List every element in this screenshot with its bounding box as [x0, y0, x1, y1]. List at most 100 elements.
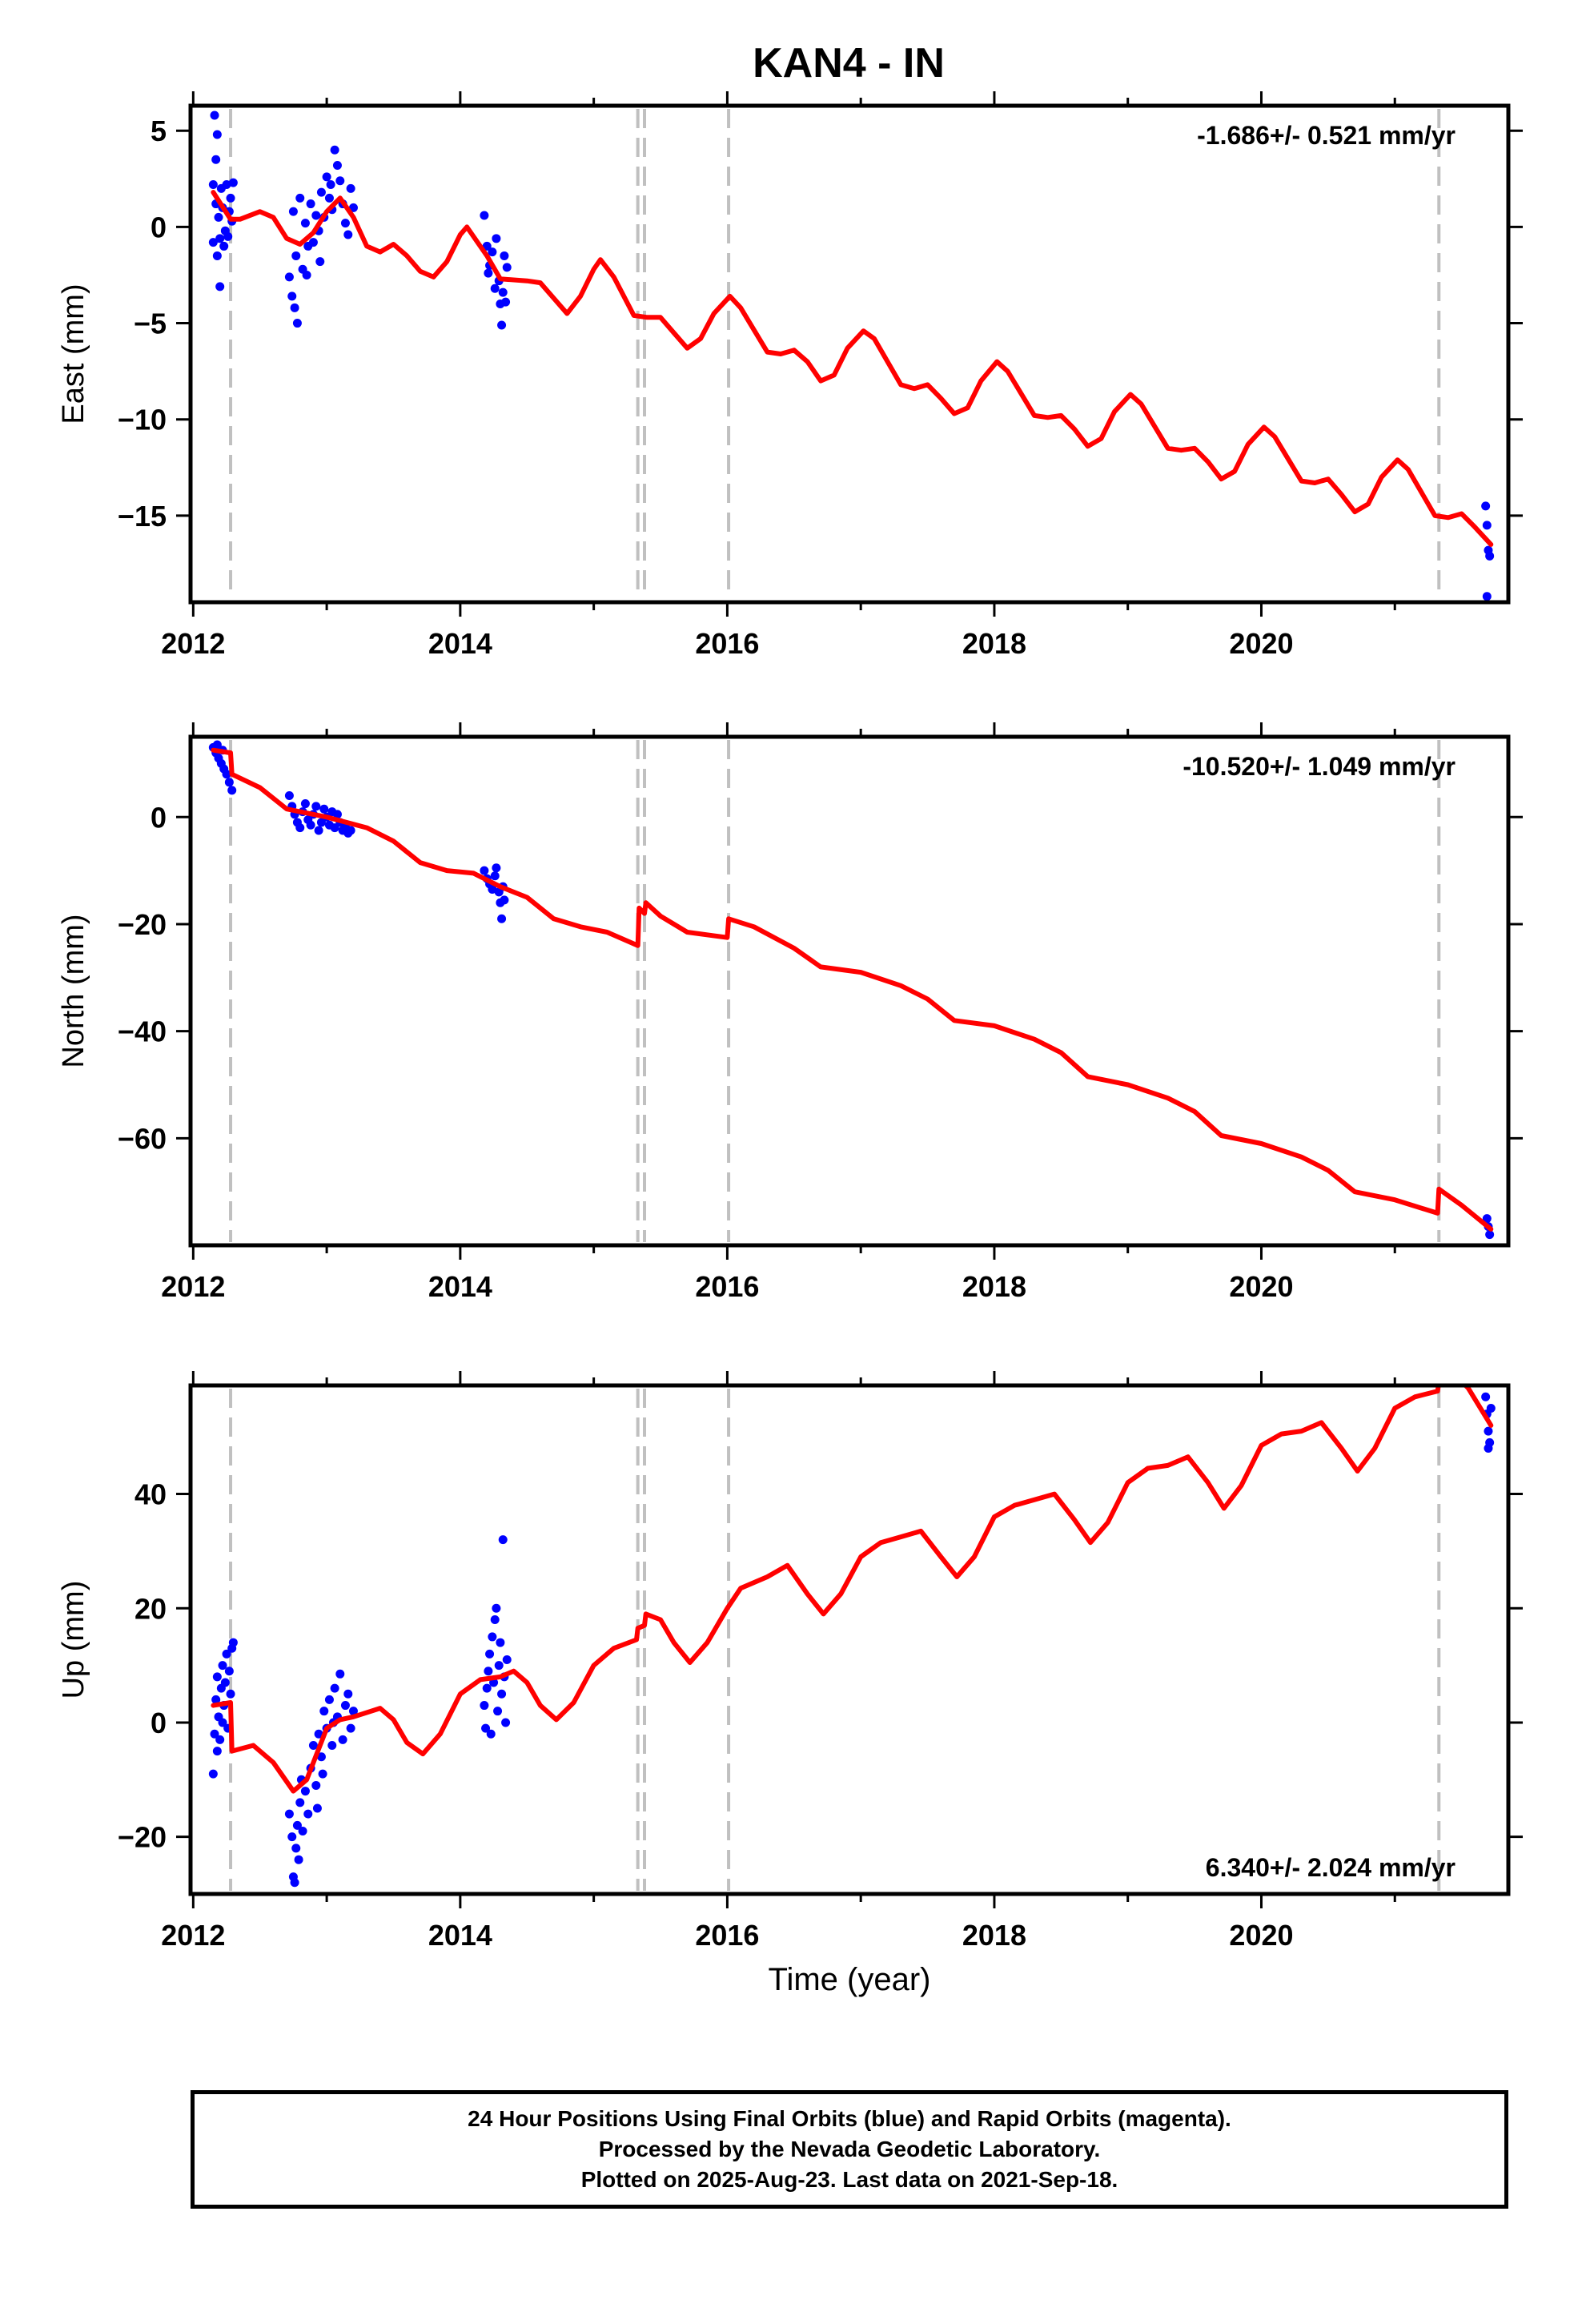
east-point-3 — [208, 180, 218, 190]
east-point-31 — [308, 238, 318, 247]
east-point-43 — [340, 219, 350, 228]
east-point-52 — [484, 268, 493, 278]
up-point-70 — [1484, 1426, 1493, 1436]
footer-box: 24 Hour Positions Using Final Orbits (bl… — [191, 2090, 1508, 2209]
footer-line-2: Processed by the Nevada Geodetic Laborat… — [598, 2137, 1101, 2161]
north-panel: 2012 2014 2016 2018 2020 0 −20 −40 −60 North (mm)… — [57, 722, 1523, 1303]
east-point-25 — [291, 251, 301, 260]
up-point-7 — [218, 1661, 227, 1671]
east-point-46 — [315, 257, 325, 267]
east-point-21 — [287, 292, 297, 301]
up-point-21 — [290, 1878, 299, 1888]
east-point-45 — [346, 183, 355, 193]
north-point-10 — [284, 791, 294, 801]
north-point-47 — [1485, 1230, 1495, 1240]
up-panel: 2012 2014 2016 2018 2020 40 20 0 −20 Up (mm) 6.340… — [57, 1371, 1523, 1997]
east-point-59 — [497, 320, 507, 330]
up-point-55 — [486, 1729, 496, 1739]
north-ylabel: North (mm) — [57, 914, 90, 1068]
up-point-3 — [212, 1672, 222, 1682]
north-xtick-label-4: 2020 — [1229, 1270, 1293, 1303]
up-point-61 — [494, 1661, 504, 1671]
east-point-63 — [502, 263, 512, 272]
up-xtick-label-3: 2018 — [962, 1919, 1026, 1952]
up-point-0 — [208, 1769, 218, 1779]
up-point-27 — [298, 1827, 307, 1836]
east-point-44 — [343, 230, 353, 239]
up-point-66 — [501, 1718, 511, 1727]
up-point-13 — [226, 1689, 235, 1699]
east-point-17 — [228, 178, 238, 187]
north-data — [208, 740, 1495, 1240]
up-ytick-label-0: 40 — [135, 1478, 167, 1511]
east-point-41 — [335, 176, 345, 186]
east-point-40 — [332, 160, 342, 170]
up-point-5 — [215, 1735, 225, 1744]
north-point-7 — [227, 786, 237, 795]
east-xtick-label-1: 2014 — [428, 627, 492, 660]
up-point-64 — [498, 1535, 508, 1545]
north-point-21 — [314, 826, 323, 835]
north-model-line — [211, 747, 1494, 1232]
up-point-25 — [295, 1798, 305, 1807]
up-point-33 — [314, 1729, 323, 1739]
up-frame — [188, 1383, 1511, 1896]
east-point-34 — [316, 187, 326, 197]
north-xtick-label-0: 2012 — [161, 1270, 225, 1303]
east-xtick-label-4: 2020 — [1229, 627, 1293, 660]
east-point-11 — [215, 282, 225, 292]
north-rate-label: -10.520+/- 1.049 mm/yr — [1182, 752, 1456, 781]
east-point-37 — [324, 193, 334, 203]
east-point-15 — [208, 238, 218, 247]
east-point-61 — [500, 251, 509, 260]
up-xtick-label-2: 2016 — [695, 1919, 759, 1952]
north-point-22 — [316, 818, 326, 827]
east-point-54 — [488, 247, 497, 257]
north-frame — [188, 734, 1511, 1248]
up-xtick-label-0: 2012 — [161, 1919, 225, 1952]
up-point-39 — [330, 1683, 339, 1693]
east-point-49 — [326, 180, 335, 190]
north-point-18 — [306, 820, 315, 830]
up-point-17 — [218, 1718, 227, 1727]
up-point-9 — [220, 1678, 230, 1687]
east-point-68 — [1482, 592, 1492, 601]
north-point-44 — [500, 895, 509, 905]
east-point-39 — [330, 145, 339, 155]
east-rate-label: -1.686+/- 0.521 mm/yr — [1197, 121, 1456, 150]
east-xtick-label-3: 2018 — [962, 627, 1026, 660]
up-point-34 — [316, 1752, 326, 1762]
up-point-32 — [311, 1780, 321, 1790]
up-point-31 — [308, 1740, 318, 1750]
up-point-22 — [291, 1844, 301, 1853]
east-point-20 — [284, 272, 294, 282]
east-point-56 — [492, 234, 501, 243]
up-ylabel: Up (mm) — [57, 1581, 90, 1699]
east-point-2 — [212, 130, 222, 139]
up-point-68 — [1481, 1392, 1491, 1401]
up-point-62 — [496, 1638, 505, 1647]
up-point-24 — [294, 1855, 303, 1864]
up-point-16 — [212, 1747, 222, 1756]
north-point-5 — [222, 770, 231, 779]
up-ytick-label-2: 0 — [151, 1707, 167, 1739]
east-point-50 — [480, 211, 489, 220]
north-ytick-label-3: −60 — [118, 1122, 167, 1155]
up-rate-label: 6.340+/- 2.024 mm/yr — [1206, 1853, 1456, 1882]
up-point-2 — [211, 1695, 221, 1704]
east-point-51 — [482, 241, 492, 251]
north-point-34 — [480, 866, 489, 875]
up-point-53 — [484, 1667, 493, 1676]
up-point-60 — [493, 1707, 503, 1716]
up-point-28 — [300, 1787, 310, 1796]
east-point-64 — [1481, 501, 1491, 511]
up-point-73 — [1486, 1404, 1496, 1413]
up-point-67 — [502, 1655, 512, 1664]
north-xtick-label-3: 2018 — [962, 1270, 1026, 1303]
north-point-33 — [346, 826, 355, 835]
east-point-24 — [288, 207, 298, 216]
up-point-15 — [228, 1638, 238, 1647]
up-point-50 — [480, 1701, 489, 1711]
up-ytick-label-1: 20 — [135, 1592, 167, 1625]
